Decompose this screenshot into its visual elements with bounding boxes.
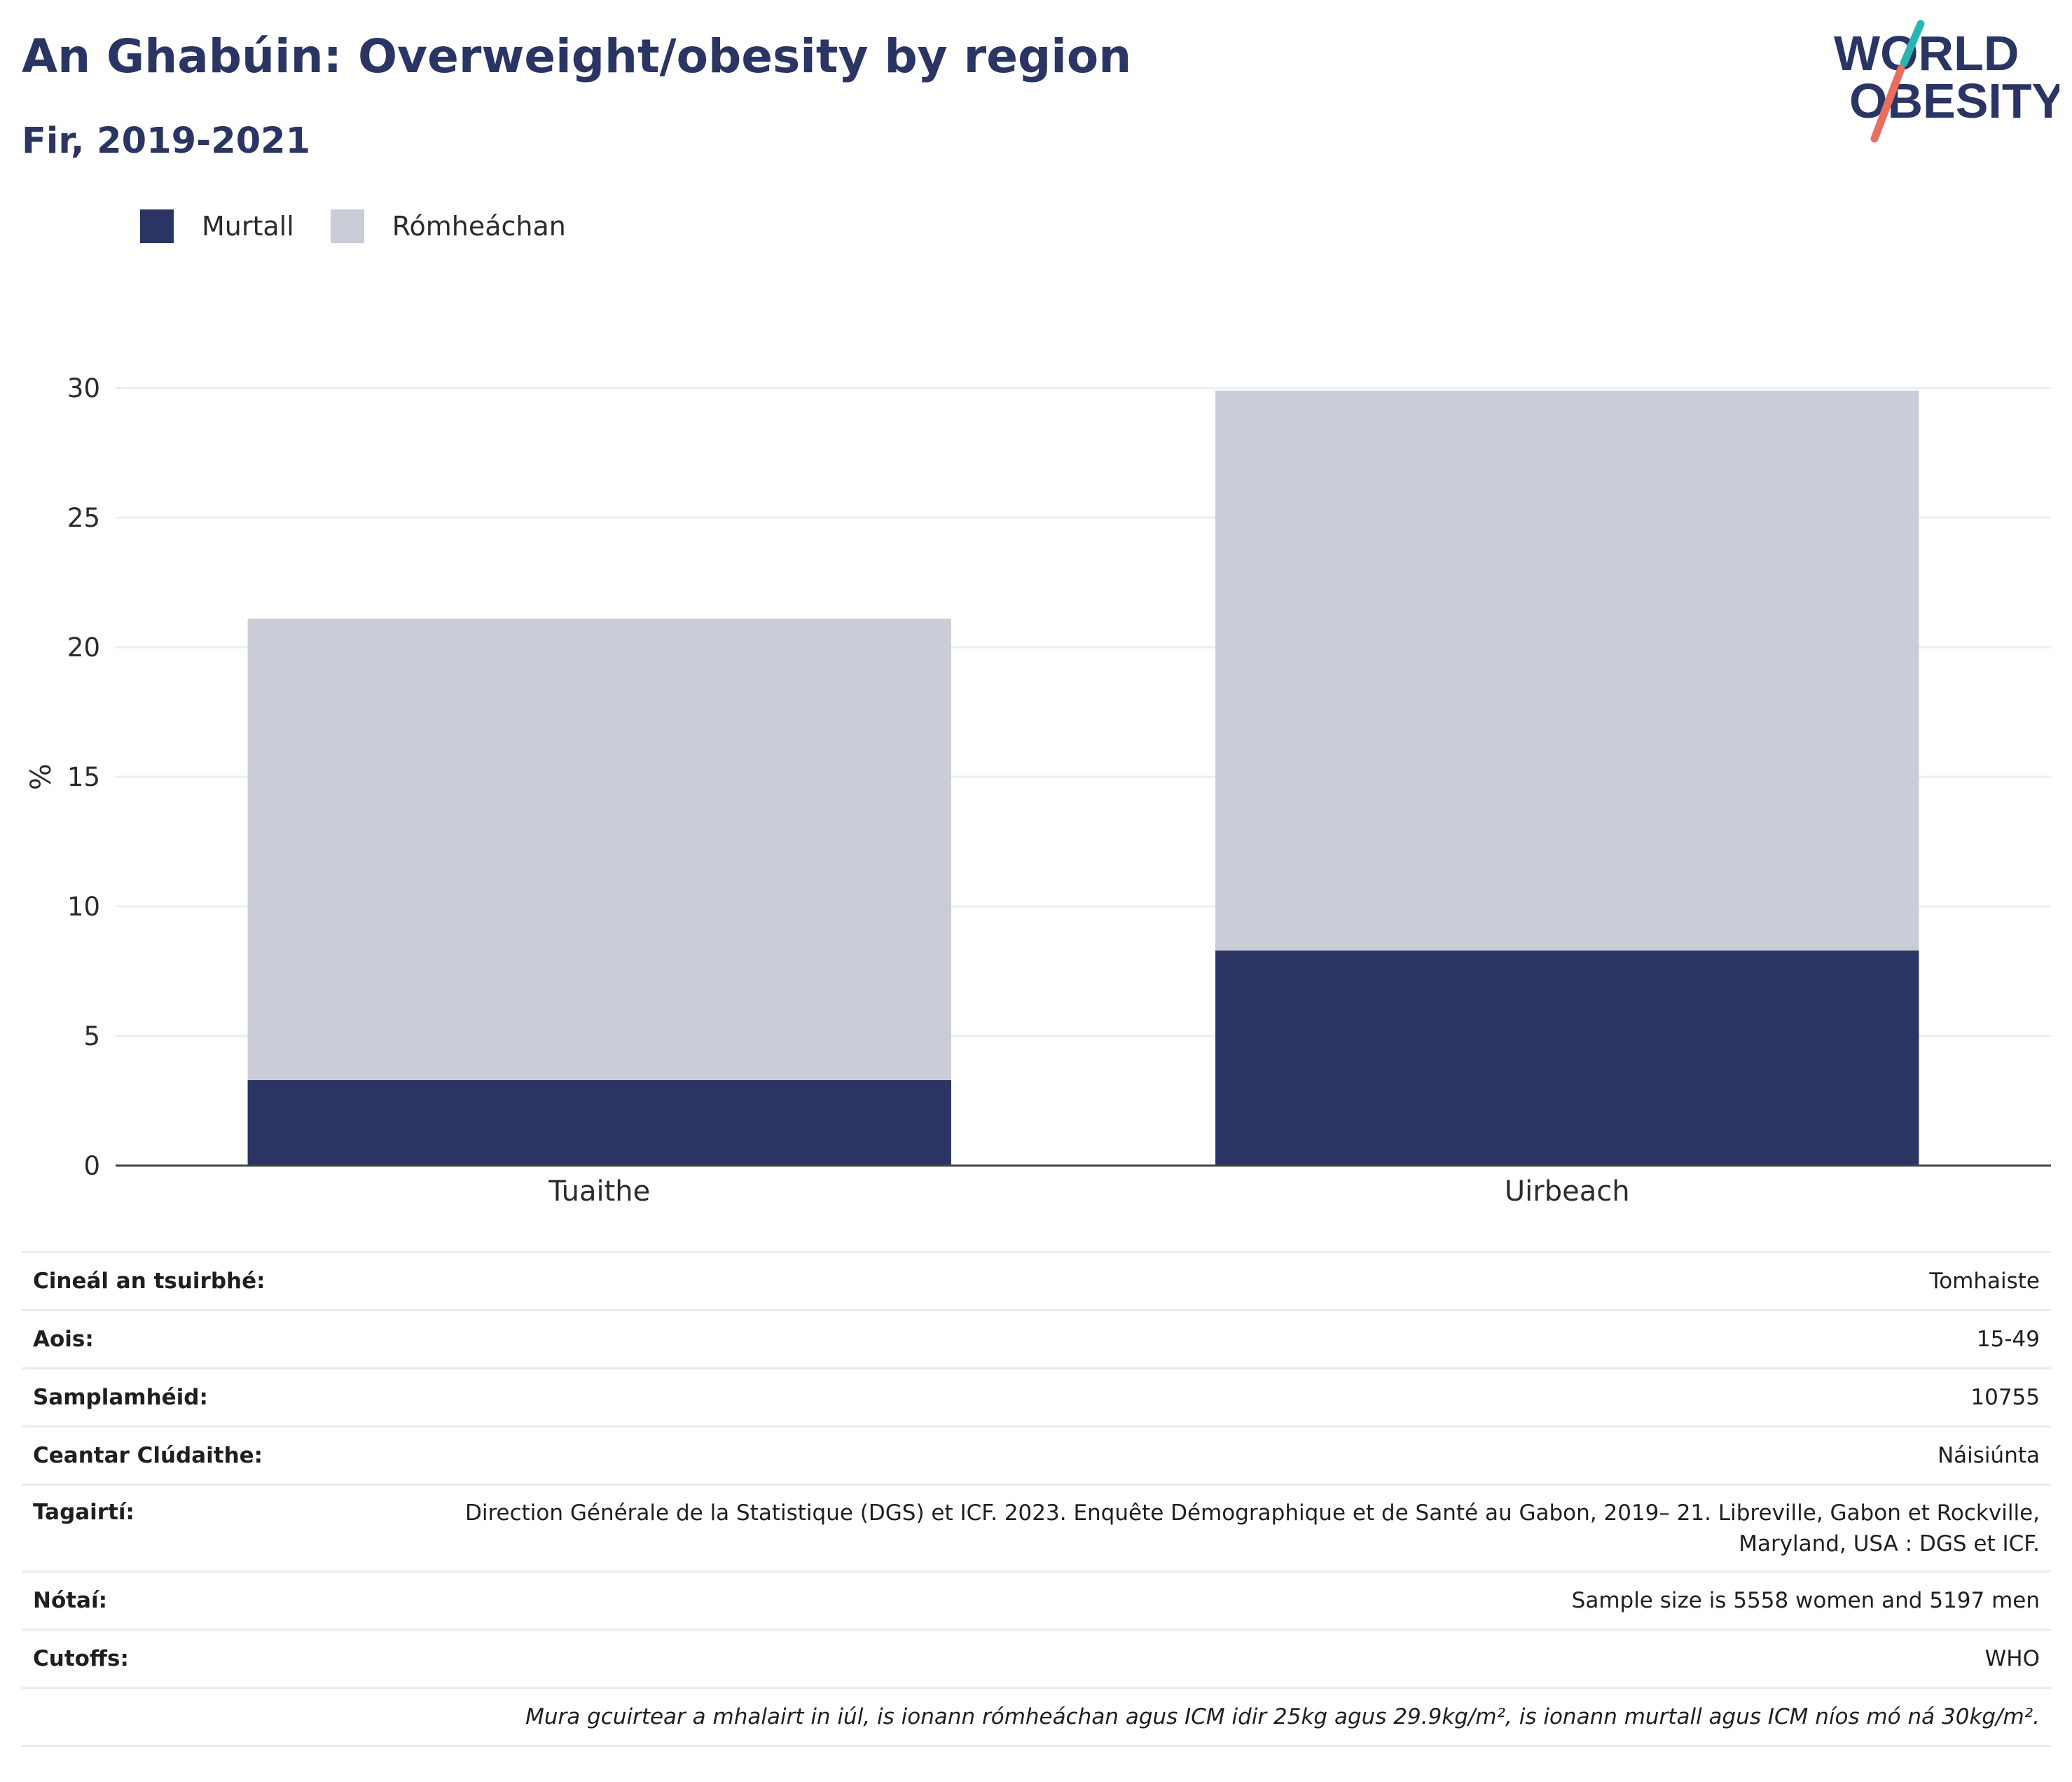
- bar-overweight-uirbeach: [1215, 390, 1919, 951]
- info-key: Samplamhéid:: [22, 1367, 394, 1427]
- bar-overweight-tuaithe: [247, 619, 951, 1080]
- legend-swatch-obesity: [140, 209, 174, 243]
- bar-chart: 0 5 10 15 20 25 30% Tuaithe Uirbeach: [25, 373, 2051, 1208]
- chart-title: An Ghabúin: Overweight/obesity by region: [22, 29, 1132, 83]
- info-value: 15-49: [394, 1309, 2051, 1369]
- info-key: Cutoffs:: [22, 1629, 394, 1688]
- logo-slash-teal: [1900, 20, 1925, 67]
- y-tick-label: 25: [67, 503, 100, 533]
- bar-obesity-tuaithe: [247, 1079, 951, 1166]
- y-tick-label: 15: [67, 762, 100, 792]
- survey-info-table: Cineál an tsuirbhé: Tomhaiste Aois: 15-4…: [22, 1251, 2051, 1747]
- info-key: Aois:: [22, 1309, 394, 1369]
- info-row-survey-type: Cineál an tsuirbhé: Tomhaiste: [22, 1251, 2051, 1311]
- legend-label-overweight: Rómheáchan: [392, 211, 566, 242]
- y-tick-label: 0: [83, 1151, 100, 1181]
- info-key: Nótaí:: [22, 1570, 394, 1630]
- info-row-area-covered: Ceantar Clúdaithe: Náisiúnta: [22, 1425, 2051, 1485]
- logo-word-world: WORLD: [1834, 26, 2019, 81]
- info-key: Ceantar Clúdaithe:: [22, 1425, 394, 1485]
- info-row-sample-size: Samplamhéid: 10755: [22, 1367, 2051, 1427]
- info-row-footnote: Mura gcuirtear a mhalairt in iúl, is ion…: [22, 1687, 2051, 1747]
- info-value: 10755: [394, 1367, 2051, 1427]
- y-tick-label: 5: [83, 1021, 100, 1051]
- bar-obesity-uirbeach: [1215, 950, 1919, 1166]
- info-key: Tagairtí:: [22, 1484, 394, 1572]
- y-tick-label: 30: [67, 373, 100, 403]
- x-tick-label: Tuaithe: [548, 1175, 650, 1208]
- legend-item-obesity[interactable]: Murtall: [140, 209, 294, 243]
- info-row-age: Aois: 15-49: [22, 1309, 2051, 1369]
- legend-swatch-overweight: [330, 209, 364, 243]
- logo-slash-coral: [1870, 64, 1905, 143]
- chart-legend: Murtall Rómheáchan: [140, 207, 602, 246]
- info-value: Náisiúnta: [394, 1425, 2051, 1485]
- info-value: Tomhaiste: [394, 1251, 2051, 1311]
- legend-label-obesity: Murtall: [202, 211, 294, 242]
- info-row-notes: Nótaí: Sample size is 5558 women and 519…: [22, 1570, 2051, 1630]
- y-tick-label: 10: [67, 892, 100, 922]
- x-tick-label: Uirbeach: [1505, 1175, 1630, 1208]
- info-value: WHO: [394, 1629, 2051, 1688]
- y-axis-label: %: [25, 764, 57, 790]
- legend-item-overweight[interactable]: Rómheáchan: [330, 209, 566, 243]
- definition-footnote: Mura gcuirtear a mhalairt in iúl, is ion…: [22, 1687, 2051, 1747]
- info-key: Cineál an tsuirbhé:: [22, 1251, 394, 1311]
- info-row-cutoffs: Cutoffs: WHO: [22, 1629, 2051, 1688]
- world-obesity-logo: WORLD OBESITY: [1834, 20, 2059, 143]
- chart-subtitle: Fir, 2019-2021: [22, 120, 311, 162]
- info-row-references: Tagairtí: Direction Générale de la Stati…: [22, 1484, 2051, 1572]
- info-value: Direction Générale de la Statistique (DG…: [394, 1484, 2051, 1572]
- y-tick-label: 20: [67, 633, 100, 663]
- info-value: Sample size is 5558 women and 5197 men: [394, 1570, 2051, 1630]
